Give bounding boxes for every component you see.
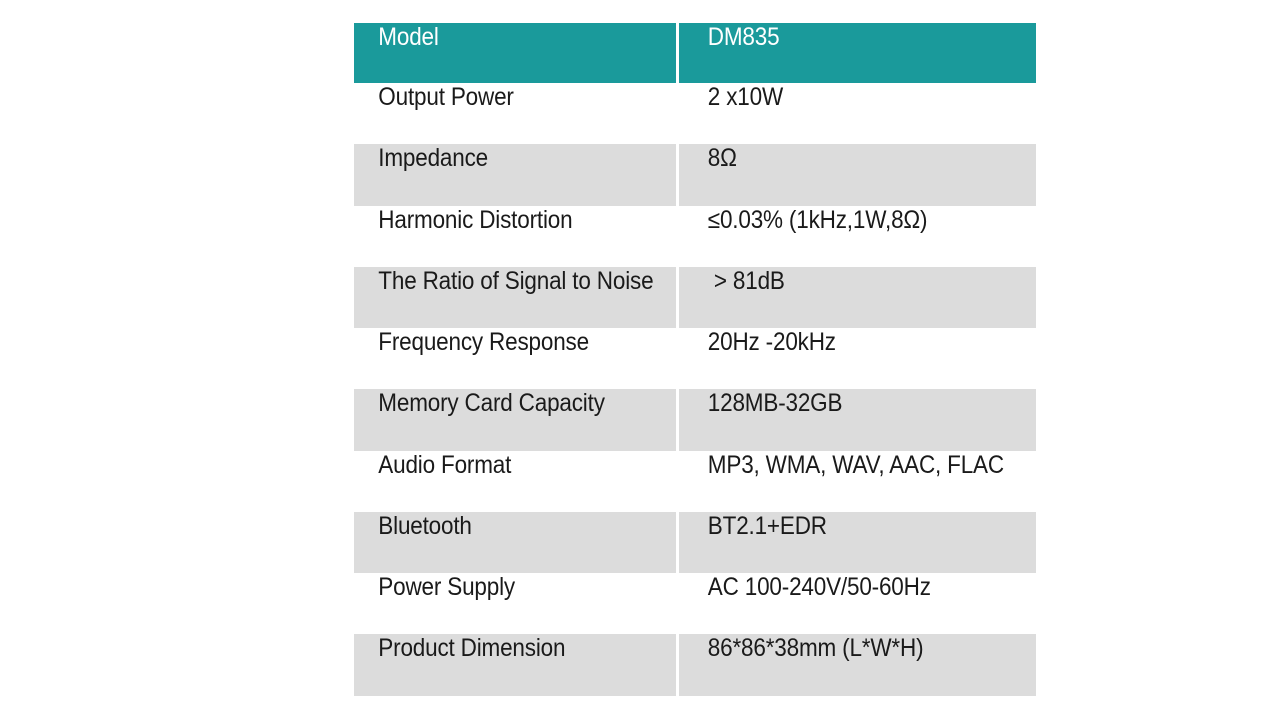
row-value: > 81dB	[707, 266, 785, 295]
spec-table: Model DM835 Output Power 2 x10W Impedanc…	[354, 23, 1036, 696]
table-row: Product Dimension 86*86*38mm (L*W*H)	[354, 634, 1036, 696]
row-value: 8Ω	[707, 144, 737, 173]
column-divider	[676, 266, 679, 328]
row-label: The Ratio of Signal to Noise	[378, 266, 654, 295]
row-value: 20Hz -20kHz	[707, 328, 836, 356]
column-divider	[676, 205, 679, 267]
column-divider	[676, 450, 679, 512]
row-value: AC 100-240V/50-60Hz	[707, 573, 931, 601]
column-divider	[676, 328, 679, 390]
table-row: Memory Card Capacity 128MB-32GB	[354, 389, 1036, 451]
header-value-cell: DM835	[707, 23, 780, 51]
row-value: 86*86*38mm (L*W*H)	[707, 634, 924, 663]
table-row: Output Power 2 x10W	[354, 83, 1036, 145]
header-label-cell: Model	[378, 23, 439, 51]
column-divider	[676, 389, 679, 451]
row-label: Power Supply	[378, 573, 515, 601]
column-divider	[676, 23, 679, 83]
table-row: Audio Format MP3, WMA, WAV, AAC, FLAC	[354, 450, 1036, 512]
column-divider	[676, 144, 679, 206]
row-label: Output Power	[378, 83, 514, 111]
row-label: Impedance	[378, 144, 489, 173]
row-value: BT2.1+EDR	[707, 511, 827, 540]
row-label: Harmonic Distortion	[378, 205, 573, 234]
row-label: Frequency Response	[378, 328, 589, 356]
table-row: The Ratio of Signal to Noise > 81dB	[354, 266, 1036, 328]
row-label: Audio Format	[378, 450, 512, 479]
column-divider	[676, 634, 679, 696]
table-row: Bluetooth BT2.1+EDR	[354, 511, 1036, 573]
table-header-row: Model DM835	[354, 23, 1036, 83]
column-divider	[676, 83, 679, 145]
table-row: Frequency Response 20Hz -20kHz	[354, 328, 1036, 390]
row-value: 2 x10W	[707, 83, 784, 111]
row-value: 128MB-32GB	[707, 389, 843, 418]
table-row: Power Supply AC 100-240V/50-60Hz	[354, 573, 1036, 635]
row-value: ≤0.03% (1kHz,1W,8Ω)	[707, 205, 928, 234]
table-row: Harmonic Distortion ≤0.03% (1kHz,1W,8Ω)	[354, 205, 1036, 267]
column-divider	[676, 511, 679, 573]
table-row: Impedance 8Ω	[354, 144, 1036, 206]
row-label: Memory Card Capacity	[378, 389, 605, 418]
column-divider	[676, 573, 679, 635]
row-label: Product Dimension	[378, 634, 566, 663]
row-label: Bluetooth	[378, 511, 472, 540]
row-value: MP3, WMA, WAV, AAC, FLAC	[707, 450, 1004, 479]
